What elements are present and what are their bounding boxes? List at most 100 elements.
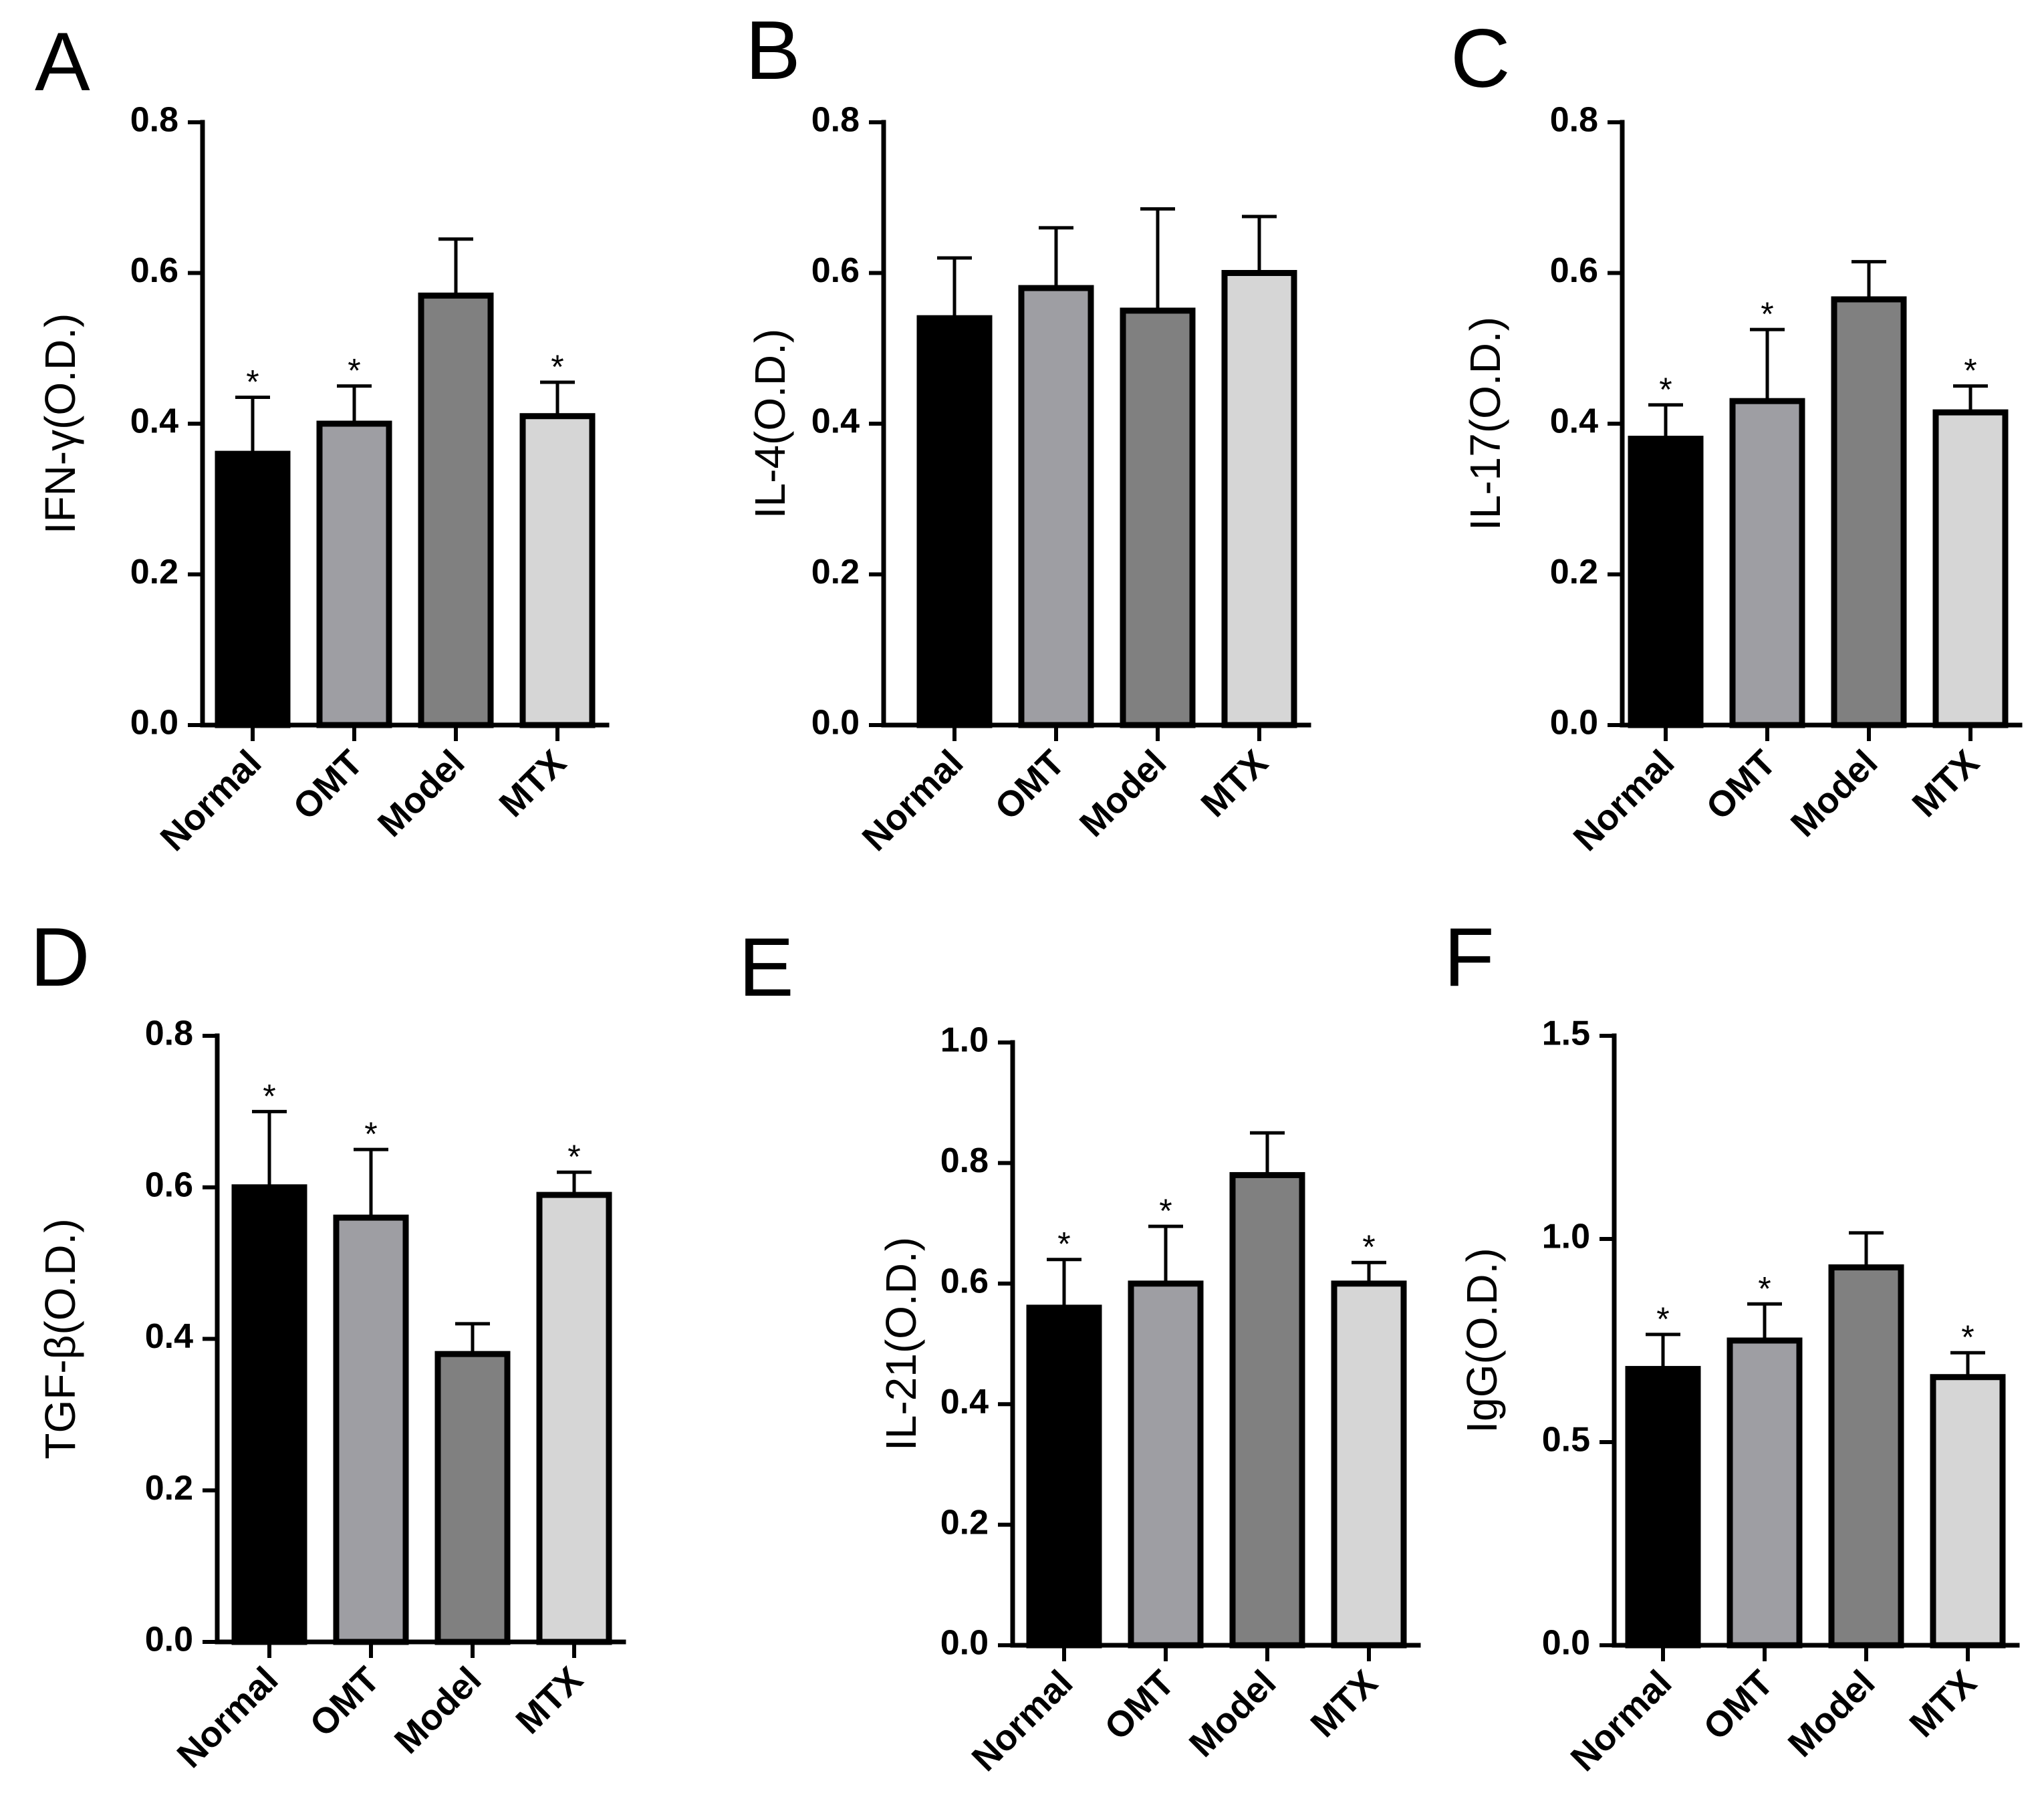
bar-d-omt <box>333 1214 409 1645</box>
y-tick-label-a-2: 0.4 <box>130 402 178 441</box>
category-label-b-model: Model <box>1072 742 1174 845</box>
y-tick-label-b-1: 0.2 <box>811 553 860 591</box>
bar-e-model <box>1229 1171 1305 1649</box>
y-tick-label-d-1: 0.2 <box>145 1469 193 1508</box>
bar-f-mtx <box>1930 1374 2006 1649</box>
significance-f-mtx: * <box>1961 1318 1974 1356</box>
bar-a-model <box>418 292 494 728</box>
category-label-c-omt: OMT <box>1698 742 1783 827</box>
y-axis-label-d: TGF-β(O.D.) <box>36 1218 84 1459</box>
category-label-b-omt: OMT <box>987 742 1072 827</box>
category-label-d-mtx: MTX <box>508 1659 590 1741</box>
bar-d-normal <box>231 1184 307 1645</box>
y-tick-label-b-4: 0.8 <box>811 101 860 140</box>
category-label-a-omt: OMT <box>285 742 370 827</box>
y-tick-label-a-4: 0.8 <box>130 101 178 140</box>
y-axis-label-f: IgG(O.D.) <box>1458 1248 1506 1433</box>
bar-f-omt <box>1727 1337 1803 1649</box>
bar-e-mtx <box>1331 1280 1407 1649</box>
chart-panel-e: E IL-21(O.D.) 0.0 0.2 0.4 0.6 0.8 1.0 * Normal * OM… <box>739 922 1421 1779</box>
category-label-d-model: Model <box>387 1659 489 1762</box>
category-label-f-omt: OMT <box>1696 1663 1781 1748</box>
category-label-a-normal: Normal <box>153 742 269 859</box>
bar-c-mtx <box>1932 409 2009 728</box>
category-label-f-model: Model <box>1781 1663 1883 1765</box>
y-tick-label-e-4: 0.8 <box>940 1141 989 1180</box>
chart-panel-d: D TGF-β(O.D.) 0.0 0.2 0.4 0.6 0.8 * Normal * OMT Mo… <box>30 912 626 1776</box>
category-label-f-mtx: MTX <box>1902 1663 1984 1745</box>
y-tick-label-e-3: 0.6 <box>940 1262 989 1301</box>
y-tick-label-f-2: 1.0 <box>1542 1218 1590 1256</box>
category-label-e-model: Model <box>1182 1663 1284 1765</box>
category-label-d-normal: Normal <box>170 1659 286 1776</box>
y-tick-label-c-2: 0.4 <box>1550 402 1598 441</box>
y-tick-label-a-3: 0.6 <box>130 251 178 290</box>
category-label-a-mtx: MTX <box>491 742 573 825</box>
y-tick-label-a-1: 0.2 <box>130 553 178 591</box>
y-tick-label-e-0: 0.0 <box>940 1624 989 1663</box>
y-tick-label-e-5: 1.0 <box>940 1021 989 1060</box>
y-tick-label-c-4: 0.8 <box>1550 101 1598 140</box>
significance-c-mtx: * <box>1964 352 1976 390</box>
significance-f-normal: * <box>1656 1300 1669 1338</box>
significance-a-omt: * <box>348 352 360 390</box>
significance-e-normal: * <box>1057 1226 1070 1263</box>
y-tick-label-c-1: 0.2 <box>1550 553 1598 591</box>
significance-e-mtx: * <box>1362 1228 1375 1266</box>
y-tick-label-b-0: 0.0 <box>811 704 860 742</box>
category-label-d-omt: OMT <box>302 1659 387 1744</box>
y-axis-label-b: IL-4(O.D.) <box>746 329 794 519</box>
significance-e-omt: * <box>1159 1192 1172 1230</box>
y-tick-label-f-3: 1.5 <box>1542 1014 1590 1053</box>
category-label-e-omt: OMT <box>1097 1663 1182 1748</box>
chart-panel-f: F IgG(O.D.) 0.0 0.5 1.0 1.5 * Normal * OMT Model * M… <box>1444 912 2020 1779</box>
category-label-b-normal: Normal <box>855 742 971 859</box>
bar-f-normal <box>1625 1366 1701 1649</box>
category-label-b-mtx: MTX <box>1193 742 1275 825</box>
category-label-f-normal: Normal <box>1563 1663 1680 1779</box>
y-axis-label-a: IFN-γ(O.D.) <box>36 313 84 535</box>
chart-panel-b: B IL-4(O.D.) 0.0 0.2 0.4 0.6 0.8 Normal OMT Model… <box>745 5 1311 859</box>
bar-e-normal <box>1026 1304 1102 1649</box>
panel-letter-d: D <box>30 912 90 1004</box>
bar-d-mtx <box>536 1192 612 1645</box>
y-axis-label-e: IL-21(O.D.) <box>877 1237 925 1451</box>
y-tick-label-d-0: 0.0 <box>145 1621 193 1659</box>
bar-d-model <box>434 1351 511 1645</box>
category-label-c-model: Model <box>1783 742 1886 845</box>
significance-d-omt: * <box>364 1115 377 1153</box>
panel-letter-b: B <box>745 5 801 97</box>
y-tick-label-b-3: 0.6 <box>811 251 860 290</box>
bar-c-model <box>1831 296 1907 728</box>
y-tick-label-a-0: 0.0 <box>130 704 178 742</box>
significance-a-normal: * <box>246 364 259 401</box>
category-label-c-normal: Normal <box>1566 742 1682 859</box>
significance-d-mtx: * <box>567 1138 580 1175</box>
bar-c-normal <box>1628 436 1704 728</box>
category-label-a-model: Model <box>370 742 473 845</box>
y-tick-label-f-0: 0.0 <box>1542 1624 1590 1663</box>
significance-a-mtx: * <box>551 348 563 386</box>
bar-a-omt <box>316 420 392 728</box>
y-tick-label-b-2: 0.4 <box>811 402 860 441</box>
category-label-e-normal: Normal <box>965 1663 1081 1779</box>
bar-a-normal <box>215 450 291 728</box>
chart-panel-c: C IL-17(O.D.) 0.0 0.2 0.4 0.6 0.8 * Normal * OMT Mo… <box>1450 13 2023 859</box>
y-axis-label-c: IL-17(O.D.) <box>1461 317 1509 531</box>
y-tick-label-d-2: 0.4 <box>145 1317 193 1356</box>
bar-b-mtx <box>1221 270 1297 728</box>
y-tick-label-f-1: 0.5 <box>1542 1421 1590 1459</box>
significance-d-normal: * <box>263 1077 275 1115</box>
panel-letter-e: E <box>739 922 794 1014</box>
panel-letter-a: A <box>35 16 90 108</box>
bar-b-omt <box>1018 285 1094 728</box>
significance-c-normal: * <box>1659 371 1672 408</box>
significance-f-omt: * <box>1758 1270 1771 1307</box>
bar-f-model <box>1828 1264 1904 1649</box>
y-tick-label-d-4: 0.8 <box>145 1014 193 1053</box>
y-tick-label-e-1: 0.2 <box>940 1503 989 1542</box>
bar-b-model <box>1120 307 1196 728</box>
chart-panel-a: A IFN-γ(O.D.) 0.0 0.2 0.4 0.6 0.8 * Normal * OMT Mo… <box>35 16 610 859</box>
panel-letter-c: C <box>1450 13 1511 105</box>
